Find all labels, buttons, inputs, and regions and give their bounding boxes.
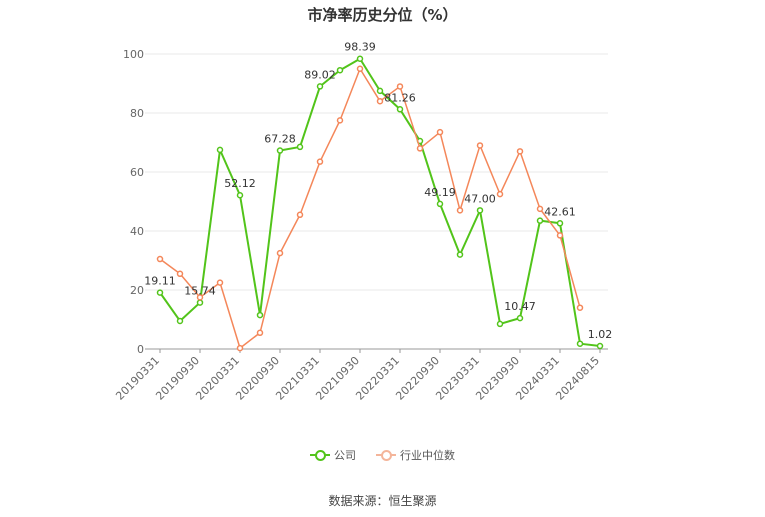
data-label: 98.39 bbox=[344, 41, 376, 54]
data-point-company bbox=[576, 340, 584, 347]
data-point-company bbox=[216, 146, 224, 154]
line-chart: 0204060801002019033120190930202003312020… bbox=[113, 41, 612, 403]
data-label: 81.26 bbox=[384, 91, 416, 104]
data-point-industry bbox=[416, 145, 424, 152]
source-note: 数据来源：恒生聚源 bbox=[328, 494, 437, 508]
y-tick-label: 40 bbox=[130, 225, 144, 238]
data-point-industry bbox=[496, 190, 504, 198]
y-tick-label: 20 bbox=[130, 284, 144, 297]
data-point-industry bbox=[336, 117, 344, 124]
data-point-industry bbox=[516, 148, 524, 155]
data-label: 52.12 bbox=[224, 177, 256, 190]
data-point-company bbox=[476, 207, 484, 214]
data-point-industry bbox=[156, 255, 164, 263]
data-point-company bbox=[196, 299, 204, 306]
data-point-company bbox=[336, 66, 344, 74]
series bbox=[156, 55, 604, 352]
data-point-industry bbox=[476, 142, 484, 149]
data-point-company bbox=[516, 314, 524, 322]
data-point-industry bbox=[576, 304, 584, 311]
data-point-company bbox=[596, 342, 604, 350]
y-tick-label: 80 bbox=[130, 107, 144, 120]
y-tick-label: 0 bbox=[137, 343, 144, 356]
data-label: 42.61 bbox=[544, 205, 576, 218]
legend-label-company: 公司 bbox=[334, 449, 356, 462]
data-point-company bbox=[276, 147, 284, 154]
data-point-company bbox=[176, 317, 184, 325]
data-point-company bbox=[296, 143, 304, 151]
series-line-industry bbox=[159, 68, 581, 349]
data-point-company bbox=[316, 83, 324, 90]
legend-item-company[interactable]: 公司 bbox=[310, 447, 356, 463]
data-point-company bbox=[456, 251, 464, 258]
legend-item-industry[interactable]: 行业中位数 bbox=[376, 447, 455, 463]
data-point-company bbox=[256, 311, 264, 319]
data-point-industry bbox=[376, 97, 384, 105]
data-point-industry bbox=[176, 270, 184, 278]
legend-label-industry: 行业中位数 bbox=[400, 449, 455, 462]
data-point-industry bbox=[196, 294, 204, 301]
data-point-company bbox=[156, 289, 164, 296]
data-point-company bbox=[536, 217, 544, 224]
data-point-company bbox=[376, 87, 384, 95]
legend-swatch-industry-icon bbox=[376, 450, 396, 461]
data-point-company bbox=[556, 220, 564, 227]
data-point-industry bbox=[236, 344, 244, 352]
data-label: 15.74 bbox=[184, 285, 216, 298]
data-point-industry bbox=[396, 83, 404, 90]
data-point-industry bbox=[296, 211, 304, 219]
y-tick-label: 60 bbox=[130, 166, 144, 179]
data-point-industry bbox=[556, 232, 564, 239]
data-label: 89.02 bbox=[304, 68, 336, 81]
data-labels: 19.11 15.74 52.12 67.28 89.02 98.39 81.26 49.19… bbox=[144, 41, 612, 341]
data-point-company bbox=[236, 191, 244, 199]
data-point-industry bbox=[456, 207, 464, 214]
data-point-industry bbox=[536, 205, 544, 213]
data-label: 1.02 bbox=[588, 328, 613, 341]
data-label: 10.47 bbox=[504, 300, 536, 313]
data-point-industry bbox=[256, 329, 264, 337]
legend-swatch-company-icon bbox=[310, 450, 330, 461]
data-point-company bbox=[436, 200, 444, 208]
y-tick-label: 100 bbox=[123, 48, 144, 61]
data-point-industry bbox=[316, 158, 324, 165]
axes: 0204060801002019033120190930202003312020… bbox=[113, 48, 608, 403]
legend: 公司 行业中位数 bbox=[0, 447, 765, 463]
data-point-industry bbox=[436, 128, 444, 136]
data-point-industry bbox=[276, 249, 284, 257]
data-point-company bbox=[396, 106, 404, 113]
data-label: 49.19 bbox=[424, 186, 456, 199]
data-point-company bbox=[496, 320, 504, 328]
x-tick-label: 20240815 bbox=[553, 354, 602, 403]
chart-title: 市净率历史分位（%） bbox=[307, 6, 458, 24]
data-label: 67.28 bbox=[264, 133, 296, 146]
data-point-company bbox=[356, 55, 364, 62]
data-label: 47.00 bbox=[464, 192, 496, 205]
data-label: 19.11 bbox=[144, 275, 176, 288]
data-point-industry bbox=[216, 279, 224, 286]
grid-lines bbox=[145, 53, 608, 291]
data-point-industry bbox=[356, 65, 364, 72]
